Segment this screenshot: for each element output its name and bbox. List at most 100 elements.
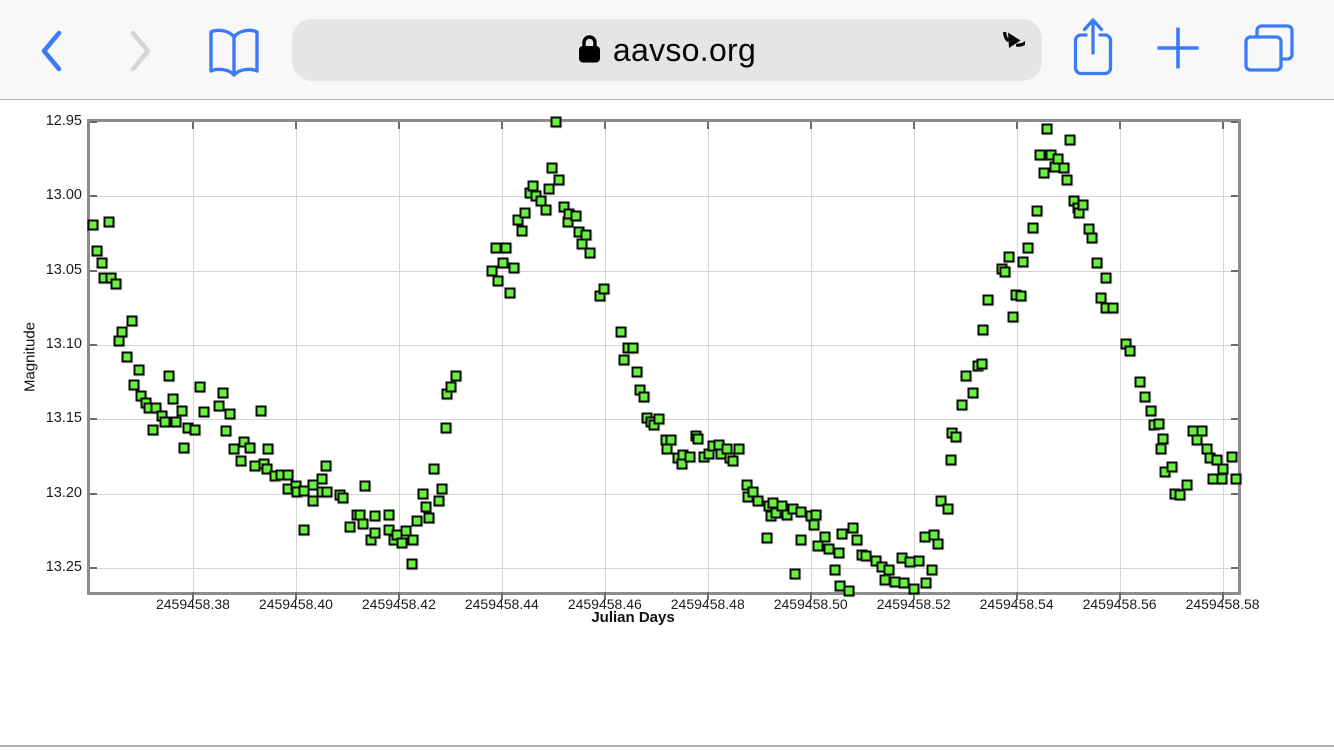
data-point-marker bbox=[126, 315, 138, 327]
gridline-vertical bbox=[707, 122, 709, 592]
data-point-marker bbox=[977, 324, 989, 336]
data-point-marker bbox=[1017, 256, 1029, 268]
data-point-marker bbox=[752, 495, 764, 507]
data-point-marker bbox=[198, 406, 210, 418]
tick-mark bbox=[1231, 269, 1238, 272]
data-point-marker bbox=[615, 326, 627, 338]
data-point-marker bbox=[1027, 222, 1039, 234]
x-tick-label: 2459458.44 bbox=[464, 596, 539, 612]
data-point-marker bbox=[428, 463, 440, 475]
new-tab-button[interactable] bbox=[1154, 25, 1202, 73]
bookmarks-button[interactable] bbox=[206, 25, 262, 79]
data-point-marker bbox=[956, 399, 968, 411]
data-point-marker bbox=[445, 381, 457, 393]
data-point-marker bbox=[170, 416, 182, 428]
data-point-marker bbox=[307, 479, 319, 491]
share-button[interactable] bbox=[1070, 17, 1116, 79]
y-tick-label: 13.10 bbox=[45, 336, 82, 353]
data-point-marker bbox=[1064, 134, 1076, 146]
tick-mark bbox=[90, 492, 97, 495]
tick-mark bbox=[90, 195, 97, 198]
forward-button[interactable] bbox=[128, 30, 154, 74]
data-point-marker bbox=[692, 433, 704, 445]
gridline-horizontal bbox=[90, 270, 1238, 272]
tick-mark bbox=[500, 122, 503, 129]
tick-mark bbox=[809, 592, 812, 600]
tick-mark bbox=[912, 122, 915, 129]
tick-mark bbox=[1015, 592, 1018, 600]
data-point-marker bbox=[1058, 162, 1070, 174]
gridline-vertical bbox=[913, 122, 915, 592]
data-point-marker bbox=[546, 162, 558, 174]
gridline-horizontal bbox=[90, 345, 1238, 347]
data-point-marker bbox=[727, 455, 739, 467]
data-point-marker bbox=[761, 532, 773, 544]
data-point-marker bbox=[1007, 311, 1019, 323]
data-point-marker bbox=[320, 460, 332, 472]
url-text: aavso.org bbox=[612, 31, 757, 68]
data-point-marker bbox=[618, 354, 630, 366]
data-point-marker bbox=[819, 531, 831, 543]
data-point-marker bbox=[1216, 473, 1228, 485]
data-point-marker bbox=[1139, 391, 1151, 403]
gridline-vertical bbox=[501, 122, 503, 592]
data-point-marker bbox=[684, 451, 696, 463]
data-point-marker bbox=[1034, 149, 1046, 161]
data-point-marker bbox=[261, 463, 273, 475]
data-point-marker bbox=[795, 534, 807, 546]
data-point-marker bbox=[344, 521, 356, 533]
x-tick-label: 2459458.46 bbox=[567, 596, 642, 612]
x-tick-label: 2459458.40 bbox=[258, 596, 333, 612]
data-point-marker bbox=[1196, 425, 1208, 437]
data-point-marker bbox=[217, 387, 229, 399]
x-tick-label: 2459458.56 bbox=[1082, 596, 1157, 612]
data-point-marker bbox=[159, 416, 171, 428]
data-point-marker bbox=[570, 210, 582, 222]
data-point-marker bbox=[935, 495, 947, 507]
data-point-marker bbox=[843, 585, 855, 596]
data-point-marker bbox=[553, 174, 565, 186]
data-point-marker bbox=[836, 528, 848, 540]
data-point-marker bbox=[1155, 443, 1167, 455]
tick-mark bbox=[1221, 122, 1224, 129]
data-point-marker bbox=[932, 538, 944, 550]
gridline-vertical bbox=[1119, 122, 1121, 592]
data-point-marker bbox=[812, 540, 824, 552]
data-point-marker bbox=[450, 370, 462, 382]
address-bar[interactable]: aavso.org bbox=[292, 17, 1042, 81]
data-point-marker bbox=[96, 257, 108, 269]
data-point-marker bbox=[1226, 451, 1238, 463]
data-point-marker bbox=[337, 492, 349, 504]
data-point-marker bbox=[407, 534, 419, 546]
tick-mark bbox=[90, 567, 97, 570]
data-point-marker bbox=[262, 443, 274, 455]
data-point-marker bbox=[631, 366, 643, 378]
back-button[interactable] bbox=[38, 30, 64, 74]
y-tick-label: 13.25 bbox=[45, 559, 82, 576]
data-point-marker bbox=[497, 257, 509, 269]
data-point-marker bbox=[512, 214, 524, 226]
data-point-marker bbox=[369, 527, 381, 538]
data-point-marker bbox=[516, 225, 528, 237]
data-point-marker bbox=[976, 358, 988, 370]
data-point-marker bbox=[1181, 479, 1193, 491]
data-point-marker bbox=[942, 503, 954, 515]
share-icon bbox=[1071, 18, 1115, 80]
data-point-marker bbox=[747, 486, 759, 498]
tabs-button[interactable] bbox=[1242, 24, 1296, 74]
data-point-marker bbox=[1052, 153, 1064, 165]
tick-mark bbox=[706, 592, 709, 600]
data-point-marker bbox=[91, 245, 103, 257]
data-point-marker bbox=[116, 326, 128, 338]
tick-mark bbox=[809, 122, 812, 129]
gridline-vertical bbox=[604, 122, 606, 592]
tick-mark bbox=[1231, 567, 1238, 570]
tick-mark bbox=[706, 122, 709, 129]
data-point-marker bbox=[1217, 463, 1229, 475]
tick-mark bbox=[1231, 418, 1238, 421]
data-point-marker bbox=[1041, 123, 1053, 135]
data-point-marker bbox=[1153, 418, 1165, 430]
reload-button[interactable] bbox=[988, 17, 1033, 70]
data-point-marker bbox=[508, 262, 520, 274]
data-point-marker bbox=[950, 431, 962, 443]
